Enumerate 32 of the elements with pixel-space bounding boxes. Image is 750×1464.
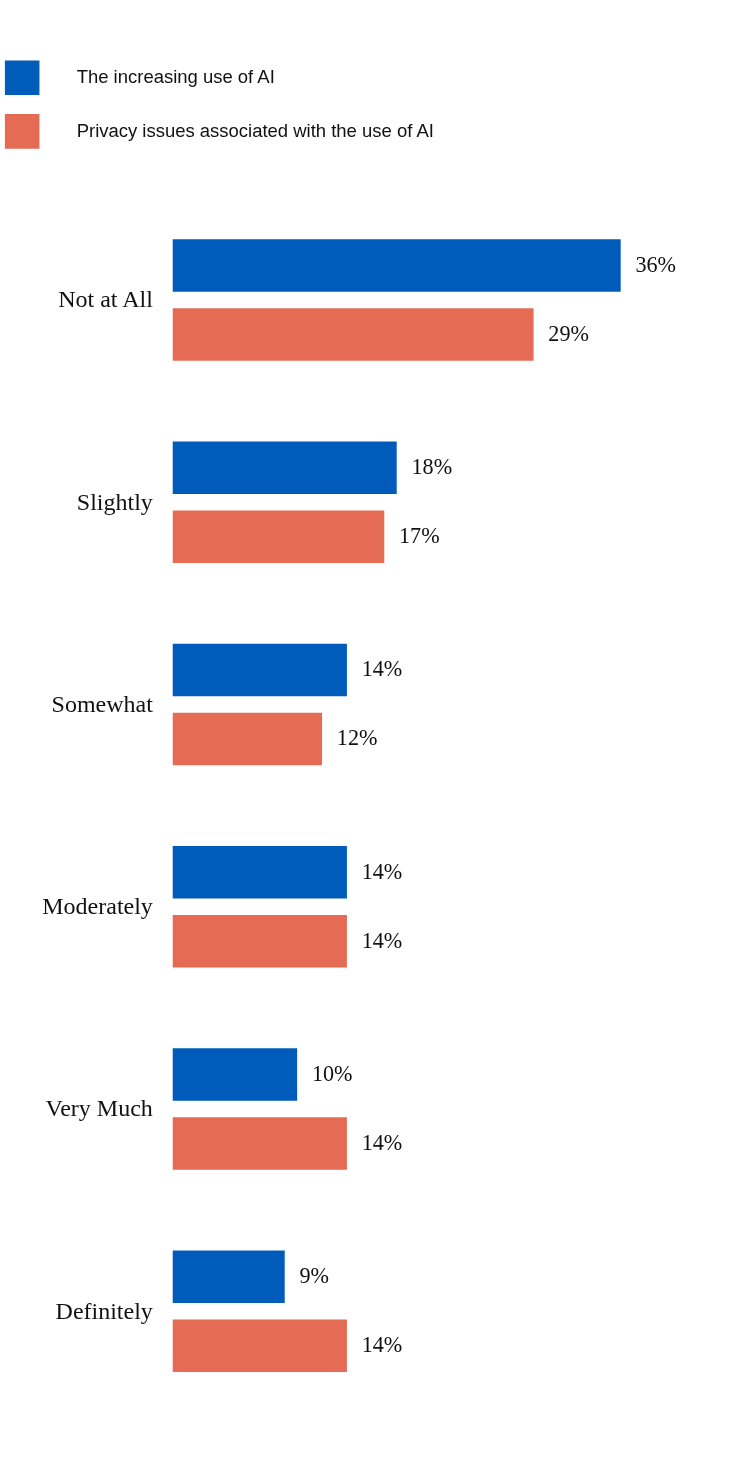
data-label: 14%: [361, 1332, 403, 1358]
y-tick-label: Definitely: [55, 1297, 153, 1324]
data-label: 14%: [361, 656, 403, 682]
data-label: 18%: [411, 454, 453, 480]
bar: [172, 1319, 347, 1372]
bar: [172, 643, 347, 697]
data-label: 10%: [311, 1060, 353, 1086]
bar: [172, 308, 534, 361]
y-tick-label: Very Much: [45, 1095, 153, 1122]
bar: [172, 441, 397, 494]
bar: [172, 1117, 347, 1170]
bar: [172, 712, 323, 766]
y-tick-label: Not at All: [58, 286, 154, 313]
data-label: 36%: [635, 252, 677, 277]
data-label: 29%: [548, 320, 589, 346]
bar: [172, 1250, 285, 1303]
data-label: 17%: [399, 523, 440, 549]
legend-label: Privacy issues associated with the use of AI: [76, 119, 434, 141]
data-label: 14%: [361, 1129, 403, 1155]
y-tick-label: Somewhat: [51, 690, 154, 717]
data-label: 14%: [361, 858, 403, 884]
data-label: 14%: [361, 927, 403, 953]
bar: [172, 239, 621, 292]
bar: [172, 1048, 298, 1101]
data-label: 9%: [299, 1263, 330, 1289]
y-tick-label: Slightly: [76, 488, 153, 515]
bar: [172, 915, 347, 968]
bar: [172, 846, 347, 899]
data-label: 12%: [336, 725, 378, 751]
bar: [172, 510, 385, 563]
y-tick-label: Moderately: [42, 893, 153, 920]
legend-label: The increasing use of AI: [76, 66, 275, 88]
